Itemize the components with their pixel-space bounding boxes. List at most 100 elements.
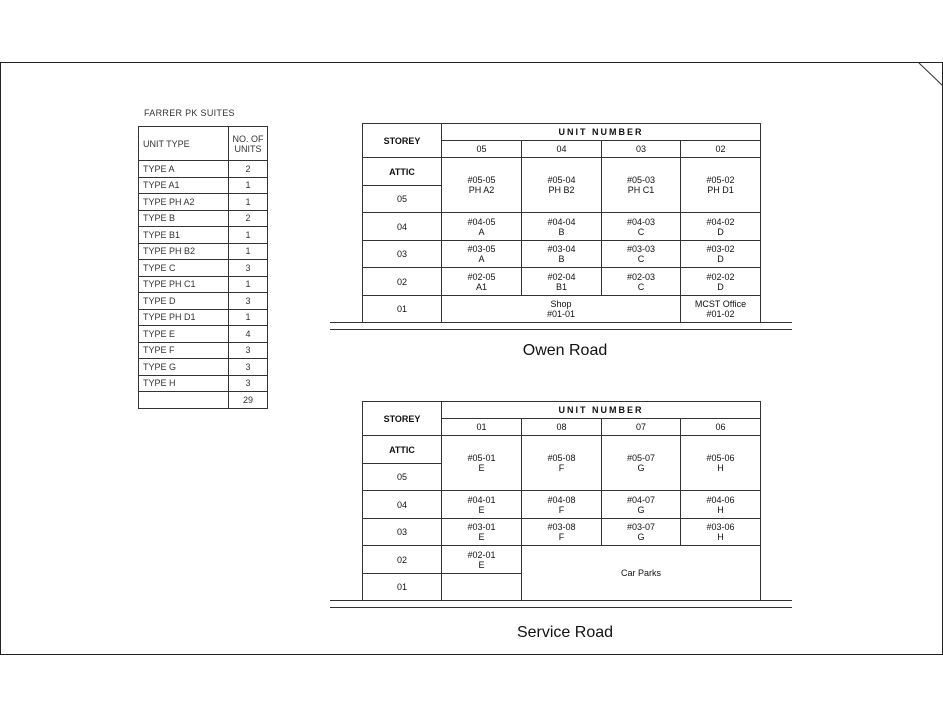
shop-cell: Shop #01-01 xyxy=(441,295,681,323)
unit-type: TYPE PH D1 xyxy=(138,308,229,326)
cell-text: B1 xyxy=(555,281,567,292)
storey-03: 03 xyxy=(362,518,442,546)
cell-text: #05-04 xyxy=(547,175,576,185)
service-road-label: Service Road xyxy=(516,624,614,641)
unit-count: 1 xyxy=(228,308,268,326)
cell-text: #02-01 xyxy=(467,549,496,560)
unit-cell: #03-05 A xyxy=(441,240,522,268)
unit-number-header: UNIT NUMBER xyxy=(441,123,761,141)
cell-text: #03-02 xyxy=(706,244,735,254)
col-04: 04 xyxy=(521,140,602,158)
cell-text: #02-02 xyxy=(706,271,735,282)
cell-text: #03-07 xyxy=(626,522,656,532)
cell-text: H xyxy=(717,504,724,515)
unit-cell: #03-06 H xyxy=(680,518,761,546)
unit-cell: #05-08 F xyxy=(521,435,602,491)
unit-type: TYPE E xyxy=(138,325,229,343)
cell-text: MCST Office xyxy=(694,299,747,309)
unit-cell: #03-08 F xyxy=(521,518,602,546)
unit-count: 3 xyxy=(228,341,268,359)
cell-text: #03-04 xyxy=(547,244,576,254)
unit-type-row: TYPE PH C1 1 xyxy=(138,275,268,293)
owen-road-line xyxy=(330,322,792,330)
col-08: 08 xyxy=(521,418,602,436)
cell-text: E xyxy=(478,504,485,515)
cell-text: E xyxy=(478,559,485,570)
unit-cell: #02-05 A1 xyxy=(441,267,522,296)
unit-type: TYPE G xyxy=(138,358,229,376)
empty-cell xyxy=(441,573,522,601)
total-row: 29 xyxy=(138,391,268,409)
unit-type: TYPE PH C1 xyxy=(138,275,229,293)
unit-cell: #05-07 G xyxy=(601,435,681,491)
col-07: 07 xyxy=(601,418,681,436)
cell-text: PH B2 xyxy=(548,185,575,195)
cell-text: #03-05 xyxy=(467,244,496,254)
car-parks-cell: Car Parks xyxy=(521,545,761,601)
cell-text: #05-02 xyxy=(706,175,735,185)
unit-cell: #03-03 C xyxy=(601,240,681,268)
cell-text: F xyxy=(558,504,565,515)
unit-type: TYPE A1 xyxy=(138,176,229,194)
cell-text: D xyxy=(717,254,724,264)
col-03: 03 xyxy=(601,140,681,158)
header-no-units: NO. OF UNITS xyxy=(228,126,268,161)
col-06: 06 xyxy=(680,418,761,436)
cell-text: #04-02 xyxy=(706,216,735,227)
unit-cell: #05-03 PH C1 xyxy=(601,157,681,213)
cell-text: E xyxy=(478,463,485,473)
unit-count: 3 xyxy=(228,374,268,392)
cell-text: G xyxy=(637,532,645,542)
storey-attic: ATTIC xyxy=(362,435,442,464)
unit-count: 1 xyxy=(228,176,268,194)
unit-type: TYPE C xyxy=(138,259,229,277)
unit-cell: #04-07 G xyxy=(601,490,681,519)
unit-type: TYPE F xyxy=(138,341,229,359)
unit-type-row: TYPE PH A2 1 xyxy=(138,193,268,211)
cell-text: PH A2 xyxy=(468,185,495,195)
unit-count: 3 xyxy=(228,358,268,376)
unit-count: 4 xyxy=(228,325,268,343)
cell-text: #03-06 xyxy=(706,522,735,532)
cell-text: #05-06 xyxy=(706,453,735,463)
unit-count: 3 xyxy=(228,259,268,277)
cell-text: H xyxy=(717,463,724,473)
unit-cell: #02-04 B1 xyxy=(521,267,602,296)
cell-text: #02-05 xyxy=(467,271,496,282)
cell-text: #03-03 xyxy=(626,244,656,254)
unit-type: TYPE A xyxy=(138,160,229,178)
cell-text: G xyxy=(637,463,645,473)
unit-type: TYPE PH A2 xyxy=(138,193,229,211)
unit-cell: #05-01 E xyxy=(441,435,522,491)
cell-text: Shop xyxy=(550,299,572,309)
unit-number-header: UNIT NUMBER xyxy=(441,401,761,419)
storey-05: 05 xyxy=(362,185,442,213)
owen-road-label: Owen Road xyxy=(522,342,608,359)
corner-mark xyxy=(918,62,943,87)
unit-cell: #05-04 PH B2 xyxy=(521,157,602,213)
cell-text: PH C1 xyxy=(627,185,655,195)
unit-type: TYPE B xyxy=(138,209,229,227)
unit-cell: #03-04 B xyxy=(521,240,602,268)
header-unit-type: UNIT TYPE xyxy=(138,126,229,161)
cell-text: D xyxy=(717,226,724,237)
storey-05: 05 xyxy=(362,463,442,491)
mcst-office-cell: MCST Office #01-02 xyxy=(680,295,761,323)
cell-text: #04-03 xyxy=(626,216,656,227)
cell-text: A1 xyxy=(475,281,487,292)
summary-title: FARRER PK SUITES xyxy=(144,108,235,118)
unit-cell: #04-03 C xyxy=(601,212,681,241)
cell-text: #04-04 xyxy=(547,216,576,227)
storey-04: 04 xyxy=(362,212,442,241)
cell-text: #04-01 xyxy=(467,494,496,505)
unit-cell: #03-07 G xyxy=(601,518,681,546)
storey-04: 04 xyxy=(362,490,442,519)
cell-text: #05-01 xyxy=(467,453,496,463)
cell-text: #05-05 xyxy=(467,175,496,185)
storey-01: 01 xyxy=(362,295,442,323)
owen-road-table: STOREY UNIT NUMBER 05 04 03 02 ATTIC #05-05 P… xyxy=(362,123,761,323)
cell-text: PH D1 xyxy=(707,185,734,195)
